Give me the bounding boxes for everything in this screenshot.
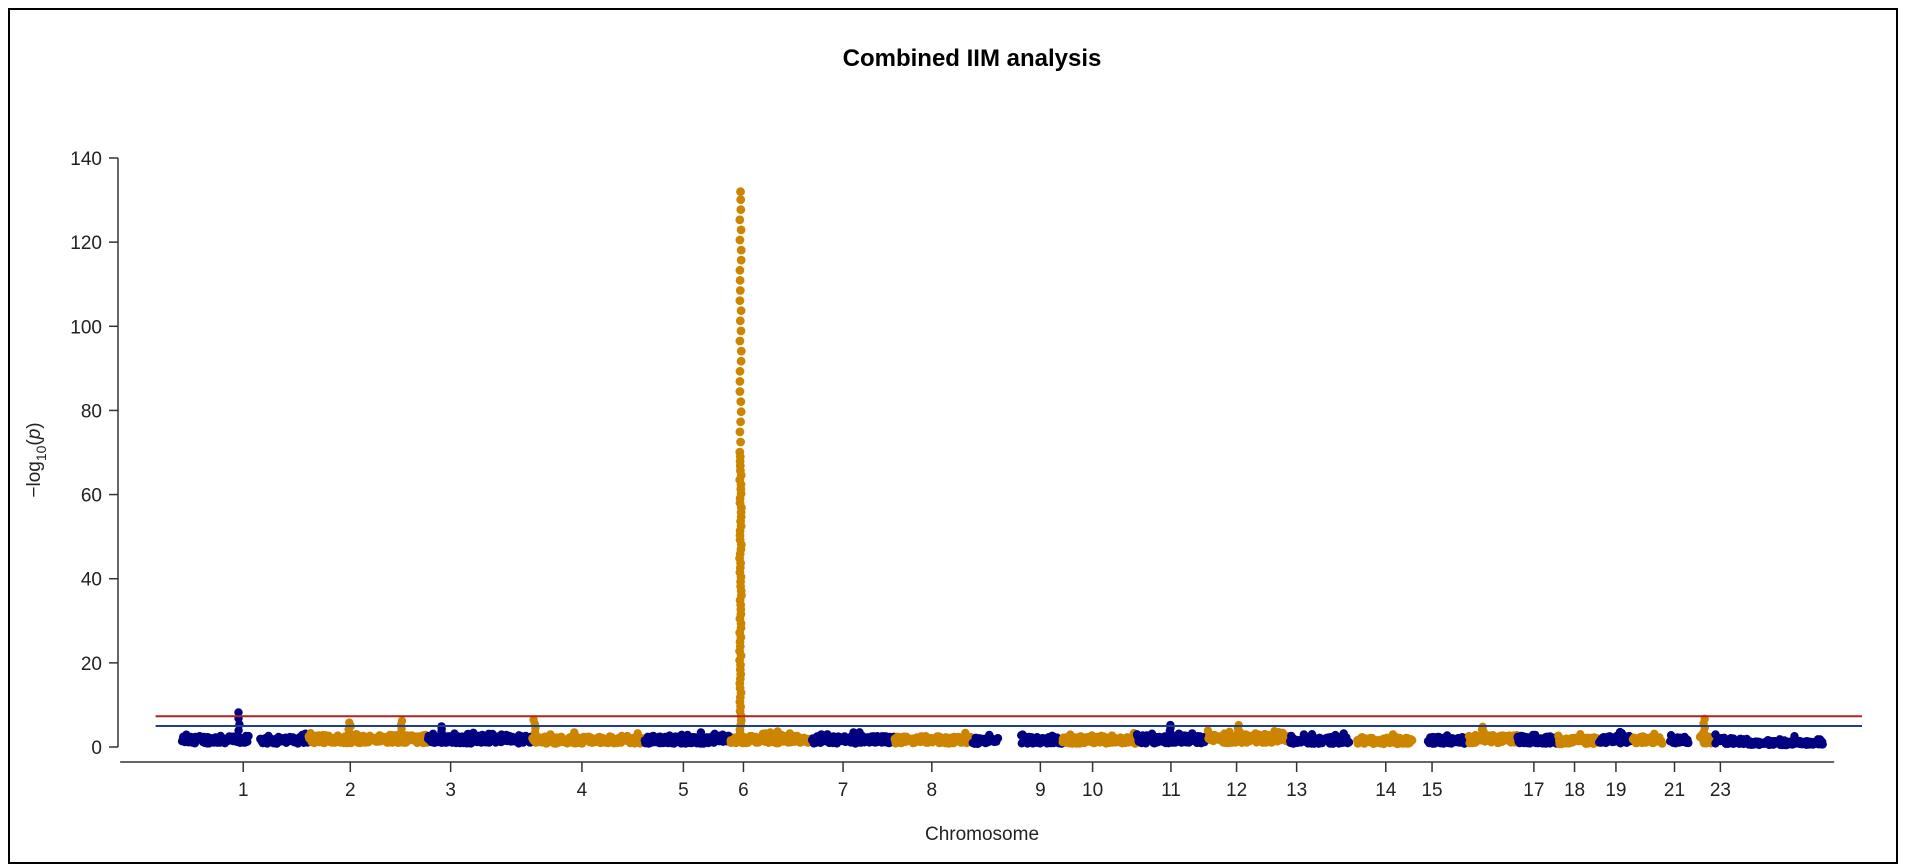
snp-peak-point xyxy=(736,195,746,205)
data-points xyxy=(177,708,1827,750)
snp-peak-point xyxy=(736,306,746,316)
snp-point xyxy=(696,728,706,737)
snp-peak-point xyxy=(345,728,354,738)
x-tick-label: 18 xyxy=(1564,780,1585,801)
y-tick-label: 120 xyxy=(70,233,102,254)
snp-peak-point xyxy=(735,427,745,437)
snp-point xyxy=(993,734,1003,743)
snp-peak-point xyxy=(736,326,746,336)
snp-peak-point xyxy=(735,447,745,457)
y-tick-label: 20 xyxy=(81,654,102,675)
x-tick-label: 11 xyxy=(1161,780,1181,801)
snp-peak-point xyxy=(397,728,406,737)
snp-peak-point xyxy=(735,215,745,225)
y-tick-label: 40 xyxy=(81,570,102,591)
snp-peak-point xyxy=(735,336,745,346)
x-tick-label: 12 xyxy=(1226,780,1247,801)
y-axis: 0 20 40 60 80 100 120 140 xyxy=(70,149,119,759)
snp-peak-point xyxy=(530,728,540,737)
x-tick-label: 9 xyxy=(1035,780,1046,801)
x-tick-label: 10 xyxy=(1082,780,1103,801)
x-tick-label: 5 xyxy=(678,780,689,801)
snp-peak-point xyxy=(735,366,745,376)
snp-top-point xyxy=(736,187,745,197)
snp-peak-point xyxy=(736,346,746,356)
y-tick-label: 140 xyxy=(70,149,102,170)
snp-peak-point xyxy=(1166,729,1176,738)
x-tick-label: 3 xyxy=(445,780,456,801)
snp-peak-point xyxy=(736,225,746,235)
snp-peak-point xyxy=(735,387,745,396)
x-tick-label: 2 xyxy=(345,780,356,801)
x-tick-label: 17 xyxy=(1523,780,1544,801)
main-peak-points xyxy=(735,187,746,739)
x-tick-label: 6 xyxy=(738,780,749,801)
x-tick-label: 23 xyxy=(1710,780,1731,801)
x-tick-label: 19 xyxy=(1605,780,1626,801)
snp-peak-point xyxy=(735,276,745,285)
snp-peak-point xyxy=(736,397,746,406)
x-tick-label: 13 xyxy=(1286,780,1307,801)
figure-frame: Combined IIM analysis 0 20 40 60 80 100 120 140… xyxy=(8,8,1898,864)
manhattan-plot: Combined IIM analysis 020406080100120140… xyxy=(24,45,1862,845)
snp-peak-point xyxy=(234,708,243,717)
x-tick-label: 14 xyxy=(1375,780,1397,801)
snp-peak-point xyxy=(735,296,745,305)
x-tick-label: 7 xyxy=(838,780,849,801)
snp-peak-point xyxy=(234,726,243,735)
x-tick-label: 1 xyxy=(238,780,249,801)
snp-point xyxy=(244,731,253,741)
snp-peak-point xyxy=(1477,729,1487,739)
snp-peak-point xyxy=(736,407,746,417)
y-tick-label: 80 xyxy=(81,401,102,422)
x-tick-label: 15 xyxy=(1421,780,1442,801)
snp-peak-point xyxy=(736,417,745,427)
snp-point xyxy=(1658,739,1667,748)
y-tick-label: 60 xyxy=(81,486,102,507)
snp-peak-point xyxy=(735,377,745,386)
snp-peak-point xyxy=(437,729,446,739)
x-axis-label: Chromosome xyxy=(925,824,1039,845)
snp-peak-point xyxy=(735,286,745,295)
snp-peak-point xyxy=(736,255,746,265)
y-axis-label: −log10(p) xyxy=(24,422,49,497)
snp-peak-point xyxy=(735,235,745,245)
x-tick-label: 8 xyxy=(927,780,938,801)
snp-point xyxy=(1344,738,1354,747)
x-tick-label: 4 xyxy=(577,780,588,801)
snp-point xyxy=(1408,736,1417,745)
snp-point xyxy=(1684,738,1693,748)
snp-peak-point xyxy=(735,265,745,275)
snp-peak-point xyxy=(736,245,746,255)
y-tick-label: 100 xyxy=(70,317,102,338)
x-tick-label: 21 xyxy=(1664,780,1685,801)
chart-title: Combined IIM analysis xyxy=(843,45,1102,72)
x-axis: 1 2 3 4 5 6 7 8 9 10 11 12 13 14 15 17 18 19 21 23 xyxy=(120,761,1835,801)
snp-peak-point xyxy=(736,356,746,366)
snp-point xyxy=(1818,740,1827,749)
snp-peak-point xyxy=(1699,727,1708,737)
snp-peak-point xyxy=(736,205,746,215)
snp-peak-point xyxy=(735,316,745,326)
snp-peak-point xyxy=(736,437,745,447)
snp-peak-point xyxy=(1233,729,1243,738)
y-tick-label: 0 xyxy=(91,738,102,759)
